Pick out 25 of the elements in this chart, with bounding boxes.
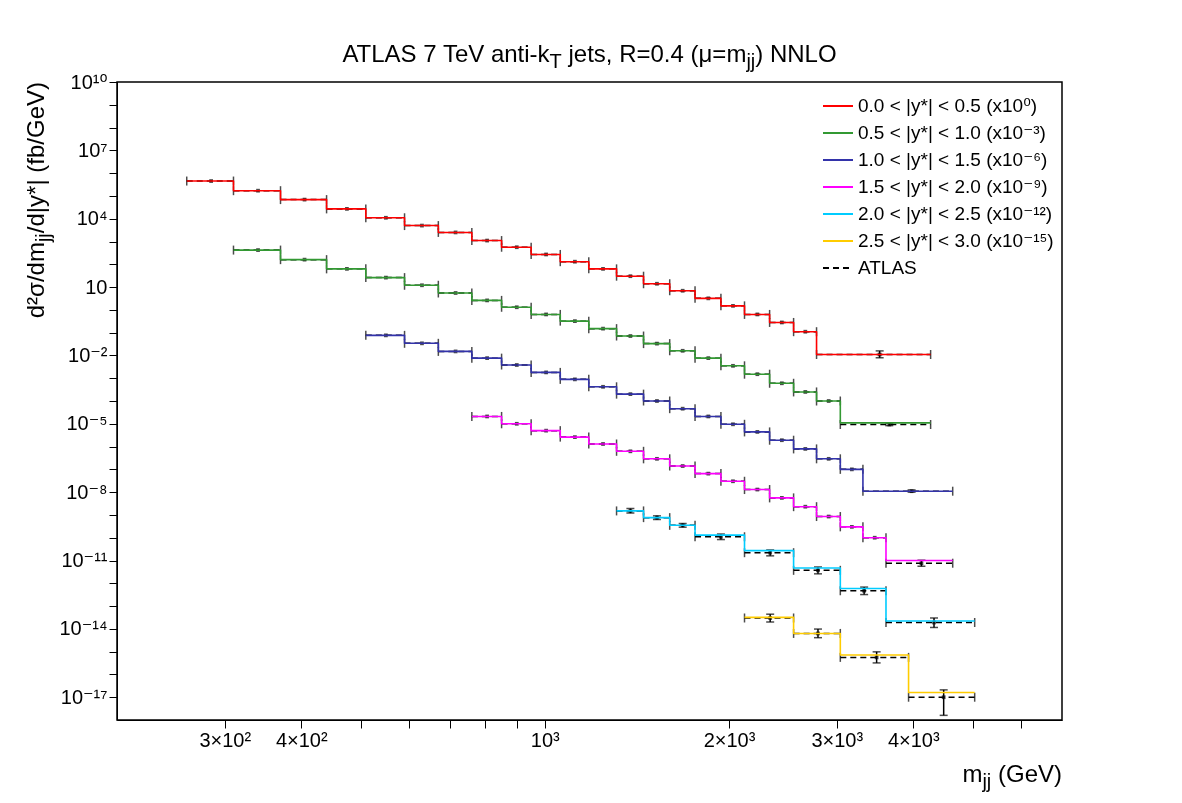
y-tick-label: 10⁻¹⁷	[60, 685, 108, 708]
y-tick-label: 10⁻⁵	[66, 412, 108, 435]
legend-label: ATLAS	[858, 257, 917, 278]
legend-label: 0.0 < |y*| < 0.5 (x10⁰)	[858, 95, 1038, 116]
x-axis-title: m$_{jj}$ (GeV)	[962, 760, 1062, 793]
y-tick-label: 10⁻¹⁴	[59, 617, 108, 640]
y-tick-label: 10⁻¹¹	[61, 549, 108, 571]
x-tick-label: 3×10²	[199, 728, 252, 751]
legend-label: 1.0 < |y*| < 1.5 (x10⁻⁶)	[858, 149, 1048, 170]
y-tick-label: 10¹⁰	[70, 70, 108, 93]
x-tick-label: 4×10²	[275, 728, 328, 751]
legend-label: 2.5 < |y*| < 3.0 (x10⁻¹⁵)	[858, 230, 1054, 251]
x-tick-label: 3×10³	[811, 728, 864, 751]
y-tick-label: 10⁴	[76, 207, 108, 230]
y-tick-label: 10⁷	[78, 138, 108, 161]
x-tick-label: 2×10³	[703, 728, 756, 751]
y-tick-label: 10⁻²	[68, 343, 108, 366]
legend-label: 2.0 < |y*| < 2.5 (x10⁻¹²)	[858, 203, 1053, 224]
x-tick-label: 4×10³	[887, 728, 940, 751]
legend-label: 0.5 < |y*| < 1.0 (x10⁻³)	[858, 122, 1046, 143]
x-tick-label: 10³	[530, 728, 561, 751]
y-tick-label: 10	[85, 275, 108, 298]
chart-title: ATLAS 7 TeV anti-k$_{T}$ jets, R=0.4 (μ=m$_{jj}$) NNLO	[341, 40, 838, 73]
y-tick-label: 10⁻⁸	[66, 480, 108, 503]
legend-label: 1.5 < |y*| < 2.0 (x10⁻⁹)	[858, 176, 1048, 197]
